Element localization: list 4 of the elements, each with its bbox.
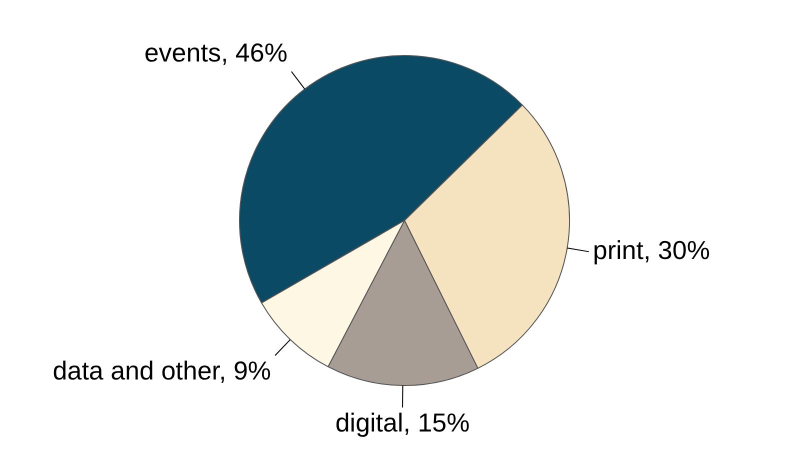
slice-label: digital, 15%: [335, 408, 470, 438]
slice-label: data and other, 9%: [52, 356, 272, 386]
slice-label: print, 30%: [592, 234, 710, 265]
slice-label: events, 46%: [144, 38, 288, 68]
